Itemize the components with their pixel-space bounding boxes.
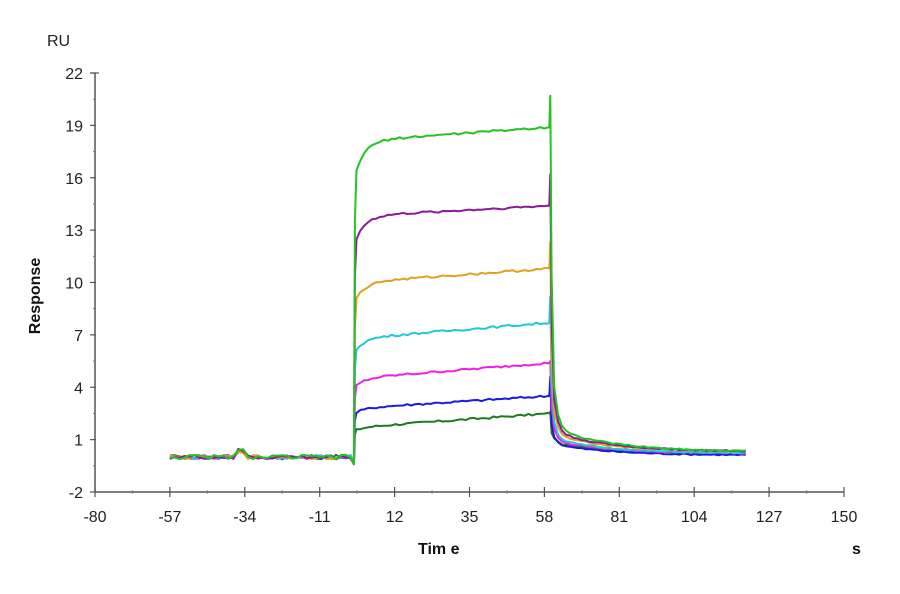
x-tick-label: 127 bbox=[756, 509, 783, 526]
y-tick-label: 4 bbox=[74, 380, 83, 397]
sensorgram-curve bbox=[169, 295, 746, 466]
x-tick-label: 104 bbox=[681, 509, 708, 526]
y-tick-label: 13 bbox=[65, 223, 83, 240]
y-tick-label: 7 bbox=[74, 328, 83, 345]
curves bbox=[169, 94, 746, 466]
y-tick-label: -2 bbox=[69, 485, 83, 502]
x-tick-label: -11 bbox=[309, 509, 331, 526]
x-tick-label: -80 bbox=[83, 509, 106, 526]
y-axis-title: Response bbox=[27, 258, 44, 335]
y-tick-label: 19 bbox=[65, 118, 83, 135]
x-tick-label: 12 bbox=[386, 509, 404, 526]
x-tick-label: 58 bbox=[536, 509, 554, 526]
x-unit-label: s bbox=[852, 541, 861, 558]
x-tick-label: 35 bbox=[461, 509, 479, 526]
x-axis-title: Tim e bbox=[418, 541, 460, 558]
y-unit-label: RU bbox=[47, 33, 70, 50]
y-tick-label: 16 bbox=[65, 171, 83, 188]
sensorgram-curve bbox=[169, 94, 746, 466]
x-tick-label: 150 bbox=[831, 509, 858, 526]
x-tick-label: 81 bbox=[610, 509, 628, 526]
axes: -2 1 4 7 10 13 16 19 22 -80 -57 -34 -11 12 35 58 81 104 12… bbox=[65, 66, 857, 526]
x-tick-label: -34 bbox=[233, 509, 256, 526]
sensorgram-curve bbox=[169, 241, 746, 466]
y-tick-label: 22 bbox=[65, 66, 83, 83]
x-tick-label: -57 bbox=[158, 509, 181, 526]
y-tick-label: 1 bbox=[74, 433, 83, 450]
y-tick-label: 10 bbox=[65, 276, 83, 293]
